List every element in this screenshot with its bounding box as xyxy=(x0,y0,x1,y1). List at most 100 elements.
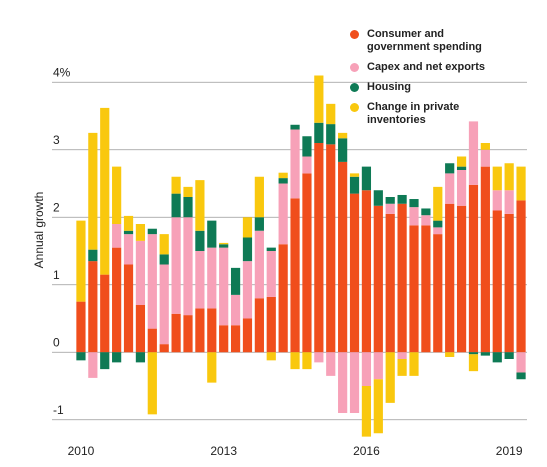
bar-segment xyxy=(159,264,169,345)
bar-segment xyxy=(314,352,324,363)
bar-segment xyxy=(433,227,443,235)
bar-segment xyxy=(290,124,300,130)
bar-segment xyxy=(326,144,336,353)
bar-segment xyxy=(135,240,146,305)
bar-segment xyxy=(88,249,98,262)
bar-segment xyxy=(480,149,490,167)
bar-segment xyxy=(397,194,407,204)
bar-segment xyxy=(112,166,122,224)
bar-segment xyxy=(456,205,467,353)
bar-segment xyxy=(492,190,502,211)
x-tick-label: 2010 xyxy=(68,444,95,458)
bar-segment xyxy=(195,308,205,353)
legend-swatch xyxy=(350,63,359,72)
bar-segment xyxy=(314,75,324,123)
bar-segment xyxy=(397,359,407,376)
bar-segment xyxy=(421,225,431,353)
bar-segment xyxy=(112,352,122,363)
bar-segment xyxy=(266,247,276,251)
bar-segment xyxy=(492,210,502,353)
bar-segment xyxy=(183,186,193,197)
bar-segment xyxy=(456,156,467,167)
bar-segment xyxy=(373,190,383,206)
bar-segment xyxy=(147,328,157,353)
bar-segment xyxy=(207,352,217,383)
bar-segment xyxy=(242,217,253,238)
bar-segment xyxy=(361,166,372,191)
bar-segment xyxy=(195,251,205,309)
bar-segment xyxy=(468,184,479,353)
bar-segment xyxy=(433,234,443,353)
bar-segment xyxy=(88,352,98,378)
bar-segment xyxy=(326,103,336,125)
bar-segment xyxy=(516,200,526,353)
bar-segment xyxy=(88,132,98,250)
legend-label: Housing xyxy=(367,81,411,93)
bar-segment xyxy=(373,205,383,353)
y-tick-label: -1 xyxy=(53,403,64,417)
bar-segment xyxy=(147,352,157,415)
bar-segment xyxy=(456,170,467,206)
bar-segment xyxy=(492,166,502,191)
bar-segment xyxy=(100,107,110,275)
bar-segment xyxy=(480,352,490,356)
bar-segment xyxy=(385,203,395,214)
bar-segment xyxy=(433,220,443,228)
bar-segment xyxy=(230,325,241,353)
bar-segment xyxy=(266,296,276,353)
bar-segment xyxy=(302,352,312,370)
bar-segment xyxy=(183,315,193,353)
bar-segment xyxy=(135,352,146,363)
bar-segment xyxy=(409,207,419,226)
bar-segment xyxy=(278,244,288,353)
bar-segment xyxy=(242,237,253,262)
bar-segment xyxy=(302,156,312,174)
bar-segment xyxy=(385,352,395,403)
legend-item: Change in private inventories xyxy=(350,101,540,127)
bar-segment xyxy=(147,234,157,329)
bar-segment xyxy=(468,121,479,185)
bar-segment xyxy=(112,247,122,353)
bar-segment xyxy=(278,183,288,245)
bar-segment xyxy=(338,352,348,413)
bar-segment xyxy=(242,261,253,319)
bar-segment xyxy=(76,352,86,361)
bar-segment xyxy=(385,197,395,204)
x-tick-label: 2019 xyxy=(496,444,523,458)
bar-segment xyxy=(445,203,455,353)
bar-segment xyxy=(326,352,336,376)
bar-segment xyxy=(421,215,431,226)
bar-segment xyxy=(373,379,383,434)
bar-segment xyxy=(409,225,419,353)
bar-segment xyxy=(171,176,181,194)
x-tick-label: 2016 xyxy=(353,444,380,458)
bar-segment xyxy=(171,217,181,314)
bar-segment xyxy=(409,352,419,376)
bar-segment xyxy=(516,352,526,373)
bar-segment xyxy=(123,264,134,353)
bar-segment xyxy=(373,352,383,380)
bar-segment xyxy=(504,163,514,191)
bar-segment xyxy=(135,305,146,353)
bar-segment xyxy=(230,267,241,295)
bar-segment xyxy=(159,344,169,353)
bar-segment xyxy=(195,230,205,251)
legend-item: Consumer and government spending xyxy=(350,28,540,54)
bar-segment xyxy=(100,274,110,353)
y-tick-label: 1 xyxy=(53,268,60,282)
bar-segment xyxy=(183,197,193,218)
bar-segment xyxy=(338,138,348,162)
legend-item: Housing xyxy=(350,81,540,94)
bar-segment xyxy=(230,294,241,326)
bar-segment xyxy=(123,234,134,265)
y-tick-label: 2 xyxy=(53,200,60,214)
bar-segment xyxy=(88,261,98,353)
bar-segment xyxy=(147,228,157,235)
bar-segment xyxy=(338,161,348,353)
bar-segment xyxy=(445,173,455,204)
bar-segment xyxy=(504,352,514,359)
bar-segment xyxy=(433,186,443,221)
bar-segment xyxy=(468,352,479,355)
legend-swatch xyxy=(350,83,359,92)
